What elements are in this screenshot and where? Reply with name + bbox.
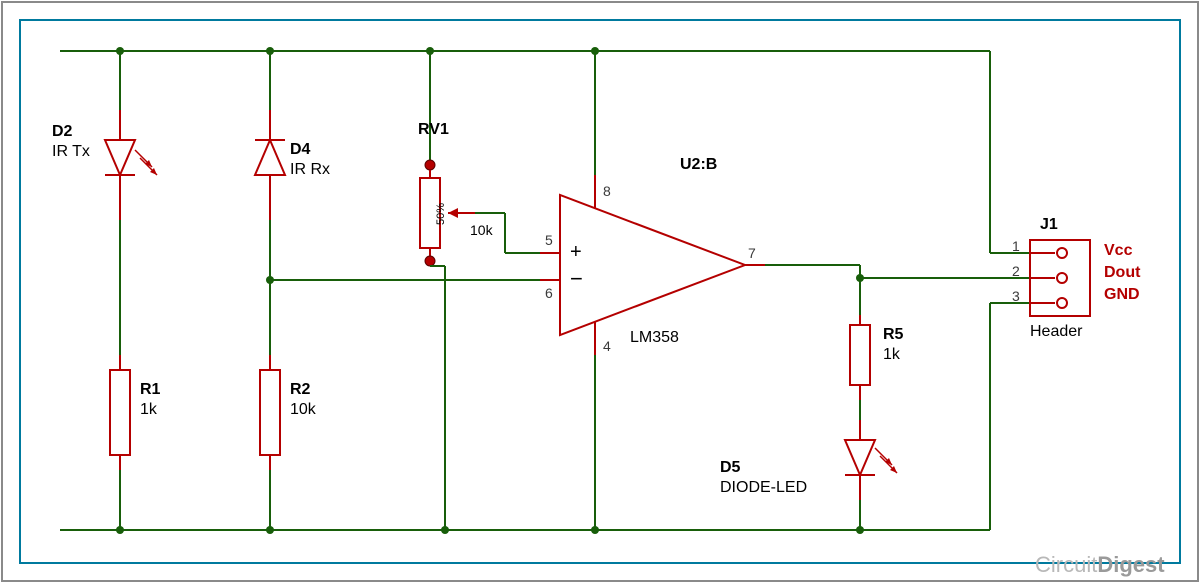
schematic-canvas: D2 IR Tx D4 IR Rx R1 1k R2 10k RV1 10k 5… [0, 0, 1200, 583]
watermark-a: Circuit [1035, 552, 1097, 577]
junction [856, 526, 864, 534]
label-d4-ref: D4 [290, 140, 310, 159]
label-r1-ref: R1 [140, 380, 160, 399]
junction [591, 47, 599, 55]
label-d5-ref: D5 [720, 458, 740, 477]
junction [441, 526, 449, 534]
j1-pinnum-1: 1 [1012, 238, 1020, 254]
j1-label-vcc: Vcc [1104, 241, 1132, 262]
pin-5: 5 [545, 232, 553, 248]
label-j1-desc: Header [1030, 322, 1082, 341]
label-r2-val: 10k [290, 400, 316, 419]
label-r2-ref: R2 [290, 380, 310, 399]
label-j1-ref: J1 [1040, 215, 1058, 234]
label-u2-ref: U2:B [680, 155, 717, 174]
label-rv1-ref: RV1 [418, 120, 449, 139]
schematic-svg [0, 0, 1200, 583]
label-d2-desc: IR Tx [52, 142, 90, 161]
junction [266, 47, 274, 55]
component-r2 [260, 355, 280, 470]
label-r1-val: 1k [140, 400, 157, 419]
junction [856, 274, 864, 282]
label-u2-type: LM358 [630, 328, 679, 347]
pin-6: 6 [545, 285, 553, 301]
inner-border [20, 20, 1180, 563]
label-r5-val: 1k [883, 345, 900, 364]
j1-pinnum-3: 3 [1012, 288, 1020, 304]
junction [116, 526, 124, 534]
opamp-minus: − [570, 266, 583, 292]
opamp-plus: + [570, 240, 582, 264]
junction [116, 47, 124, 55]
pin-8: 8 [603, 183, 611, 199]
component-d5-led [845, 420, 897, 500]
junction [591, 526, 599, 534]
junction [426, 47, 434, 55]
j1-label-dout: Dout [1104, 263, 1140, 284]
watermark-b: Digest [1097, 552, 1164, 577]
component-j1-header [1030, 240, 1090, 316]
j1-label-gnd: GND [1104, 285, 1140, 306]
label-r5-ref: R5 [883, 325, 903, 344]
label-rv1-val: 10k [470, 222, 493, 239]
junction [266, 526, 274, 534]
j1-pinnum-2: 2 [1012, 263, 1020, 279]
component-r1 [110, 355, 130, 470]
label-rv1-pct: 50% [435, 203, 447, 225]
watermark: CircuitDigest [1035, 552, 1165, 578]
junction [266, 276, 274, 284]
component-d4-photodiode [255, 110, 285, 220]
label-d4-desc: IR Rx [290, 160, 330, 179]
label-d2-ref: D2 [52, 122, 72, 141]
pin-7: 7 [748, 245, 756, 261]
component-d2-led [105, 110, 157, 220]
component-rv1-pot [420, 160, 475, 266]
component-r5 [850, 315, 870, 400]
pin-4: 4 [603, 338, 611, 354]
label-d5-desc: DIODE-LED [720, 478, 807, 497]
